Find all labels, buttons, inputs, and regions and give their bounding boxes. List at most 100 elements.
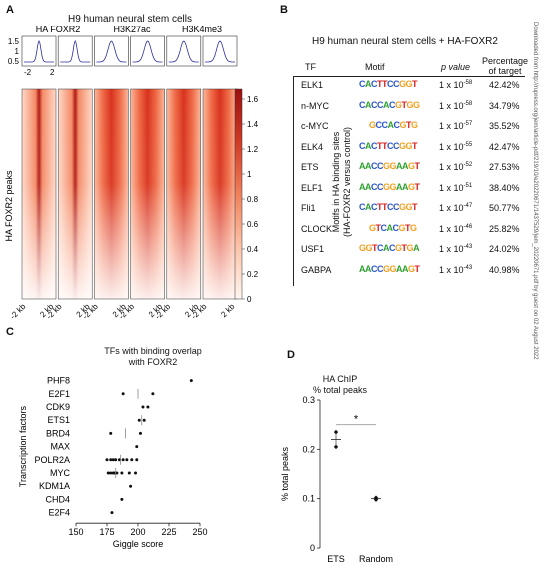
motif-row-tf: ELF1 xyxy=(301,182,323,193)
profile-curve xyxy=(132,40,163,63)
c-category-label: E2F1 xyxy=(48,389,70,399)
c-data-point xyxy=(105,458,109,462)
motif-row-pct: 34.79% xyxy=(489,100,520,111)
c-data-point xyxy=(114,458,118,462)
motif-row-pct: 42.42% xyxy=(489,80,520,90)
c-xtick-label: 250 xyxy=(192,527,207,537)
d-ylabel: % total peaks xyxy=(280,446,290,501)
profile-curve xyxy=(96,40,127,63)
c-data-point xyxy=(130,458,134,462)
motif-row-pct: 24.02% xyxy=(489,244,520,254)
c-data-point xyxy=(120,471,124,475)
motif-row-pvalue: 1 x 10-57 xyxy=(439,121,473,131)
profile-curve xyxy=(24,40,54,63)
c-data-point xyxy=(129,484,133,488)
heatmap-ylabel: HA FOXR2 peaks xyxy=(4,170,14,242)
header-pvalue: p value xyxy=(441,62,471,72)
profile-box xyxy=(57,35,93,67)
c-category-label: ETS1 xyxy=(47,415,70,425)
profile-title: H3K4me3 xyxy=(182,26,222,34)
profile-box xyxy=(130,35,165,67)
colorbar-tick-label: 0.2 xyxy=(247,270,259,279)
colorbar-tick-label: 1 xyxy=(247,170,252,179)
colorbar xyxy=(234,88,243,300)
heatmap-frame xyxy=(166,88,202,300)
heatmap-frame xyxy=(130,88,165,300)
panel-a-label: A xyxy=(6,4,14,16)
heatmap-fade xyxy=(130,89,165,299)
heatmap-frame xyxy=(94,88,129,300)
header-tf: TF xyxy=(305,62,316,72)
download-note: Downloaded from http://rupress.org/jem/a… xyxy=(532,22,538,360)
motif-row-pvalue: 1 x 10-55 xyxy=(439,141,473,152)
c-data-point xyxy=(146,405,150,409)
heatmap-xtick: 2 kb xyxy=(219,302,236,319)
header-pct: Percentage of target xyxy=(482,56,528,76)
heatmap-fade xyxy=(58,89,93,299)
panel-c-label: C xyxy=(6,326,14,338)
colorbar-tick-label: 0.8 xyxy=(247,195,259,204)
c-data-point xyxy=(121,458,125,462)
c-data-point xyxy=(115,471,119,475)
motif-row-pvalue: 1 x 10-46 xyxy=(439,223,473,234)
profile-box xyxy=(166,35,202,67)
panel-d-title: HA ChIP % total peaks xyxy=(300,374,380,396)
motif-logo: AACCGGAAGT xyxy=(359,161,420,171)
table-left-rule xyxy=(293,76,294,286)
d-ytick-label: 0.3 xyxy=(302,395,315,405)
header-rule xyxy=(293,76,525,77)
c-data-point xyxy=(138,431,142,435)
header-pct-line1: Percentage xyxy=(482,56,529,66)
d-category-label: Random xyxy=(359,554,393,564)
panel-d-label: D xyxy=(287,349,295,361)
c-data-point xyxy=(120,497,124,501)
c-xtick-label: 200 xyxy=(130,527,145,537)
c-data-point xyxy=(121,392,125,396)
motif-logo: CACTTCCGGT xyxy=(359,79,418,89)
d-ytick-label: 0.1 xyxy=(302,494,315,504)
c-data-point xyxy=(151,392,155,396)
d-significance-star: * xyxy=(354,414,359,426)
motif-row-pvalue: 1 x 10-43 xyxy=(439,264,473,275)
d-data-point xyxy=(333,444,339,450)
motif-logo: AACCGGAAGT xyxy=(359,263,420,274)
c-category-label: POLR2A xyxy=(34,455,70,465)
c-data-point xyxy=(109,471,113,475)
panel-d-chart: 0 0.1 0.2 0.3 % total peaks ETS Random * xyxy=(280,395,393,564)
motif-row-pvalue: 1 x 10-47 xyxy=(439,203,473,213)
profile-xtick: -2 xyxy=(24,68,32,77)
motif-row-pct: 40.98% xyxy=(489,264,520,275)
c-ylabel: Transcription factors xyxy=(18,406,28,488)
c-data-point xyxy=(110,511,114,515)
c-data-point xyxy=(106,471,110,475)
motif-logo: GTCACGTG xyxy=(369,222,417,233)
c-category-label: CDK9 xyxy=(46,402,70,412)
panel-b-title: H9 human neural stem cells + HA-FOXR2 xyxy=(312,36,498,47)
c-category-label: CHD4 xyxy=(45,494,70,504)
profile-curve xyxy=(60,40,91,63)
motif-row-tf: Fli1 xyxy=(301,203,316,213)
panel-d-title-line1: HA ChIP xyxy=(322,374,358,384)
c-category-label: MAX xyxy=(50,442,70,452)
motif-row-pct: 25.82% xyxy=(489,223,520,234)
profile-box xyxy=(21,35,57,67)
colorbar-tick-label: 1.4 xyxy=(247,120,259,129)
motif-row-pvalue: 1 x 10-58 xyxy=(439,100,473,111)
c-data-point xyxy=(117,458,121,462)
motif-logo: CACTTCCGGT xyxy=(359,140,418,151)
d-data-point xyxy=(373,497,379,502)
motif-row-pct: 27.53% xyxy=(489,162,520,172)
c-category-label: KDM1A xyxy=(39,481,70,491)
d-data-point xyxy=(333,429,339,435)
motif-row-pct: 50.77% xyxy=(489,203,520,213)
c-data-point xyxy=(111,458,115,462)
profile-curve xyxy=(205,40,235,63)
panel-a-title: H9 human neural stem cells xyxy=(68,14,192,25)
d-ytick-label: 0.2 xyxy=(302,444,315,454)
panel-c-chart: 150 175 200 225 250 Giggle score Transcription… xyxy=(18,376,208,550)
c-category-label: MYC xyxy=(50,468,71,478)
heatmap-xtick: -2 kb xyxy=(8,302,27,321)
heatmap-frame xyxy=(57,88,93,300)
colorbar-tick-label: 0.6 xyxy=(247,220,259,229)
c-data-point xyxy=(109,458,113,462)
